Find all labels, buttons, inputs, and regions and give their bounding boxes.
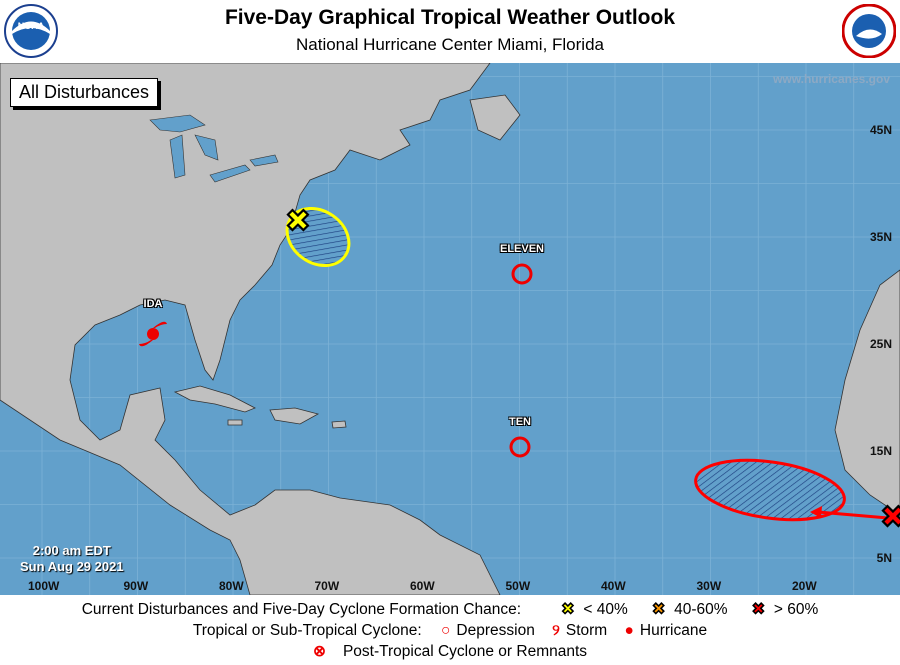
depression-icon-eleven[interactable] xyxy=(511,263,533,285)
hispaniola xyxy=(269,407,320,425)
legend-medium: 40-60% xyxy=(674,601,728,618)
hurricane-icon: ● xyxy=(624,622,634,639)
view-selector[interactable]: All Disturbances xyxy=(10,78,159,107)
nws-logo xyxy=(842,4,896,58)
disturbance-low[interactable]: ✖ xyxy=(276,197,360,277)
longitude-label: 60W xyxy=(410,579,435,593)
latitude-label: 35N xyxy=(869,230,892,244)
page-subtitle: National Hurricane Center Miami, Florida xyxy=(295,35,604,54)
latitude-label: 45N xyxy=(869,123,892,137)
legend-low: < 40% xyxy=(583,601,628,618)
africa xyxy=(834,269,900,516)
latitude-label: 25N xyxy=(869,337,892,351)
longitude-label: 90W xyxy=(123,579,149,593)
great-lakes xyxy=(149,114,279,183)
orange-x-icon: ✖ xyxy=(652,601,666,619)
yellow-x-icon: ✖ xyxy=(285,205,310,238)
depression-icon: ○ xyxy=(441,622,451,639)
latitude-label: 5N xyxy=(876,551,892,565)
storm-icon: ୨ xyxy=(552,622,560,639)
noaa-logo: NOAA xyxy=(4,4,58,58)
red-x-icon: ✖ xyxy=(880,501,900,534)
legend-hurricane: Hurricane xyxy=(639,622,708,639)
longitude-label: 50W xyxy=(505,579,531,593)
cuba xyxy=(173,385,256,413)
longitude-label: 30W xyxy=(696,579,722,593)
post-tropical-icon: ⊗ xyxy=(312,643,326,660)
north-america xyxy=(0,63,501,595)
newfoundland xyxy=(469,94,521,141)
map: ✖ ✖ xyxy=(0,63,900,595)
legend-depression: Depression xyxy=(456,622,535,639)
land xyxy=(0,63,900,595)
time-text: 2:00 am EDT xyxy=(32,543,111,558)
longitude-label: 80W xyxy=(219,579,244,593)
date-text: Sun Aug 29 2021 xyxy=(20,559,124,574)
website-link[interactable]: www.hurricanes.gov xyxy=(773,72,890,86)
system-label-ten: TEN xyxy=(509,416,531,428)
legend-post-tropical: Post-Tropical Cyclone or Remnants xyxy=(342,643,588,660)
puerto-rico xyxy=(331,420,347,429)
yellow-x-icon: ✖ xyxy=(561,601,575,619)
header: NOAA Five-Day Graphical Tropical Weather… xyxy=(0,0,900,63)
longitude-label: 40W xyxy=(601,579,626,593)
disturbance-high[interactable]: ✖ xyxy=(692,452,900,535)
page-title: Five-Day Graphical Tropical Weather Outl… xyxy=(224,6,676,29)
hurricane-icon-ida[interactable] xyxy=(139,321,167,347)
legend-storm: Storm xyxy=(565,622,608,639)
legend-formation-label: Current Disturbances and Five-Day Cyclon… xyxy=(81,601,522,618)
longitude-label: 20W xyxy=(792,579,817,593)
longitude-label: 100W xyxy=(28,579,60,593)
latitude-label: 15N xyxy=(869,444,892,458)
jamaica xyxy=(227,419,243,426)
system-label-eleven: ELEVEN xyxy=(499,243,545,255)
longitude-label: 70W xyxy=(314,579,340,593)
legend-cyclone-label: Tropical or Sub-Tropical Cyclone: xyxy=(192,622,422,639)
timestamp: 2:00 am EDT Sun Aug 29 2021 xyxy=(20,543,124,575)
system-label-ida: IDA xyxy=(143,298,163,310)
legend-high: > 60% xyxy=(773,601,819,618)
svg-text:NOAA: NOAA xyxy=(18,21,45,31)
red-x-icon: ✖ xyxy=(751,601,765,619)
depression-icon-ten[interactable] xyxy=(509,436,531,458)
